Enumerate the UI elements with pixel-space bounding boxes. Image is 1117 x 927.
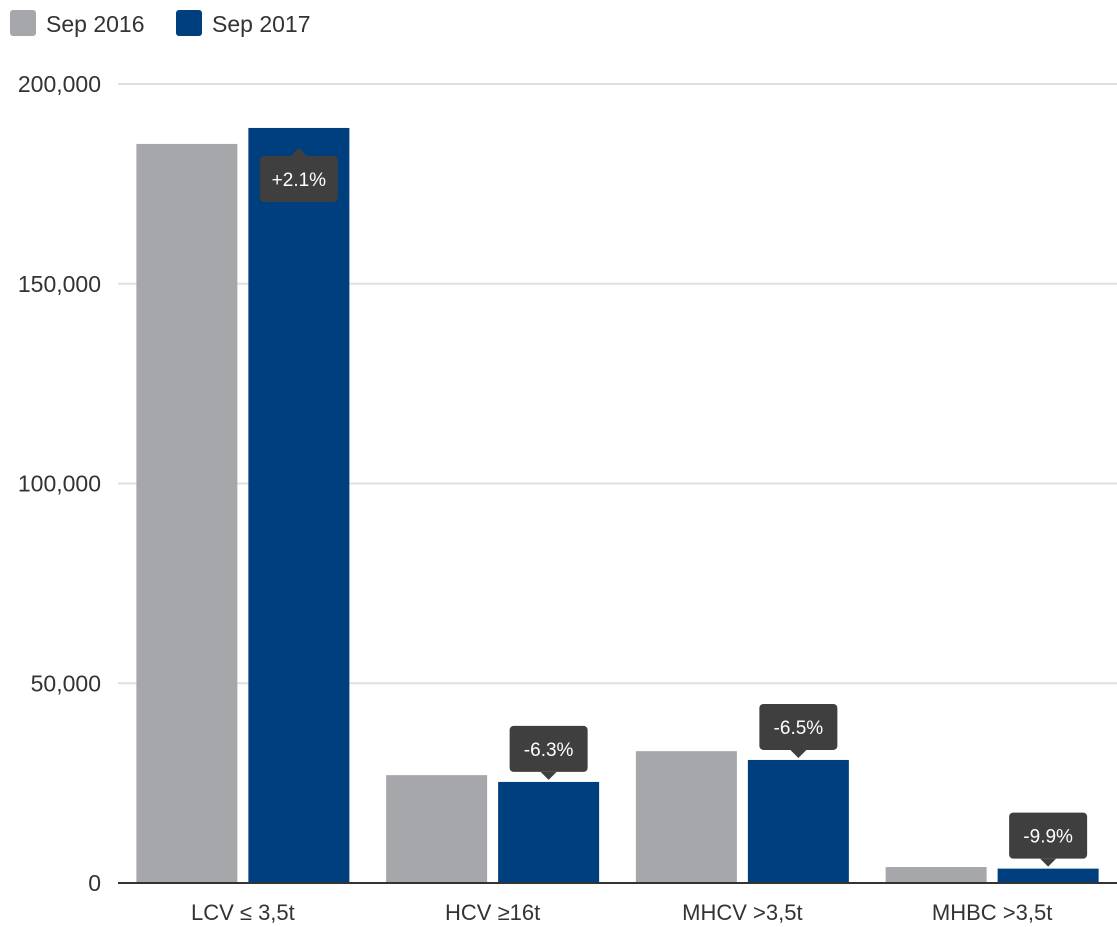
change-badge-pointer (290, 147, 307, 156)
change-badge (1009, 812, 1088, 859)
x-tick-label: HCV ≥16t (445, 900, 540, 925)
y-tick-label: 50,000 (31, 670, 101, 696)
legend-label: Sep 2017 (212, 11, 310, 37)
change-badge-label: -6.5% (774, 718, 824, 739)
legend-swatch (176, 10, 202, 36)
bar-sep-2017 (498, 781, 600, 883)
change-badge-label: +2.1% (272, 170, 327, 191)
bar-sep-2016 (136, 143, 238, 884)
change-badge-pointer (540, 771, 557, 780)
y-tick-label: 100,000 (18, 471, 101, 497)
change-badge-pointer (1040, 858, 1057, 867)
bar-sep-2017 (248, 127, 350, 883)
bar-sep-2016 (885, 867, 987, 883)
legend-label: Sep 2016 (46, 11, 144, 37)
y-tick-label: 200,000 (18, 71, 101, 97)
x-tick-label: MHBC >3,5t (932, 900, 1052, 925)
change-badge (509, 725, 588, 772)
x-tick-label: MHCV >3,5t (682, 900, 802, 925)
legend-swatch (10, 10, 36, 36)
y-tick-label: 0 (88, 870, 101, 896)
bar-sep-2016 (635, 751, 737, 883)
x-tick-label: LCV ≤ 3,5t (191, 900, 295, 925)
bar-sep-2017 (997, 868, 1099, 883)
bar-sep-2016 (386, 775, 488, 883)
bar-sep-2017 (747, 759, 849, 883)
change-badge-label: -6.3% (524, 740, 574, 761)
y-tick-label: 150,000 (18, 271, 101, 297)
change-badge (259, 155, 338, 202)
change-badge-pointer (790, 749, 807, 758)
change-badge-label: -9.9% (1023, 827, 1073, 848)
change-badge (759, 703, 838, 750)
